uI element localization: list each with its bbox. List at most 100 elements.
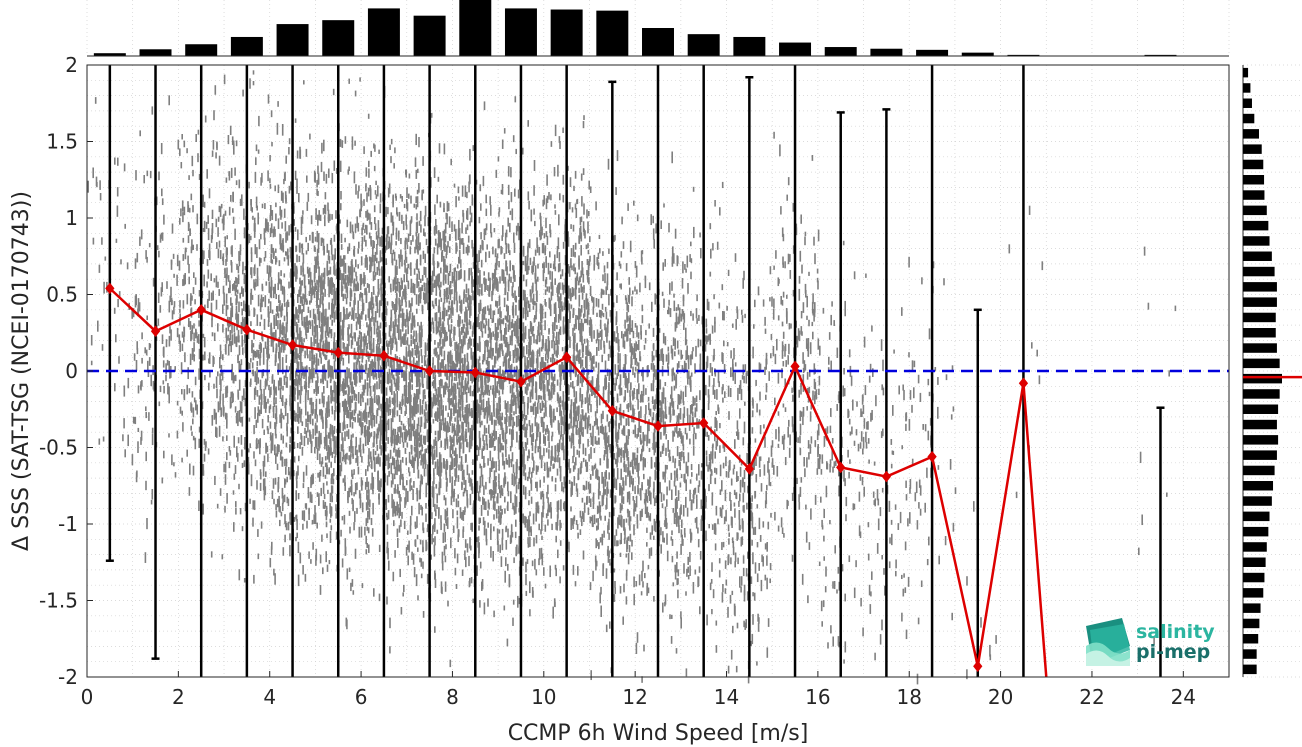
scatter-point [284, 191, 287, 199]
scatter-point [341, 140, 344, 148]
scatter-point [421, 304, 424, 312]
scatter-point [102, 436, 105, 442]
scatter-point [408, 193, 410, 199]
scatter-point [295, 347, 297, 360]
scatter-point [402, 312, 405, 324]
scatter-point [437, 399, 440, 407]
scatter-point [472, 145, 475, 152]
scatter-point [302, 293, 304, 300]
scatter-point [401, 457, 404, 463]
scatter-point [211, 228, 213, 240]
scatter-point [446, 510, 448, 517]
scatter-point [440, 404, 442, 416]
scatter-point [289, 394, 291, 406]
scatter-point [201, 249, 204, 256]
scatter-point [306, 326, 309, 333]
scatter-point [432, 496, 435, 508]
scatter-point [321, 237, 324, 243]
scatter-point [472, 325, 474, 335]
scatter-point [355, 184, 357, 195]
scatter-point [451, 423, 454, 433]
scatter-point [366, 543, 368, 549]
scatter-point [388, 340, 390, 347]
scatter-point [360, 526, 363, 538]
scatter-point [437, 273, 440, 280]
scatter-point [485, 530, 488, 542]
scatter-point [322, 482, 325, 494]
scatter-point [188, 388, 191, 394]
scatter-point [313, 313, 316, 324]
scatter-point [368, 304, 371, 313]
scatter-point [327, 432, 330, 439]
scatter-point [134, 295, 137, 308]
scatter-point [470, 369, 472, 381]
scatter-point [334, 248, 336, 260]
scatter-point [115, 334, 117, 343]
scatter-point [308, 376, 310, 385]
scatter-point [330, 244, 333, 255]
scatter-point [426, 358, 429, 369]
scatter-point [373, 143, 375, 149]
top-hist-bar [916, 49, 949, 56]
scatter-point [241, 462, 244, 469]
scatter-point [265, 402, 267, 409]
scatter-point [407, 382, 410, 394]
scatter-point [443, 203, 445, 212]
scatter-point [443, 545, 446, 556]
scatter-point [432, 304, 435, 309]
scatter-point [364, 410, 366, 420]
scatter-point [278, 444, 280, 452]
scatter-point [250, 267, 252, 275]
scatter-point [390, 440, 393, 447]
scatter-point [492, 496, 495, 508]
scatter-point [373, 317, 375, 326]
scatter-point [274, 573, 276, 585]
scatter-point [239, 508, 242, 515]
scatter-point [162, 360, 165, 368]
scatter-point [240, 322, 243, 328]
scatter-point [432, 380, 435, 389]
scatter-point [307, 192, 310, 202]
scatter-point [290, 363, 292, 375]
scatter-point [389, 335, 392, 340]
scatter-point [289, 444, 291, 452]
scatter-point [437, 230, 440, 236]
scatter-point [240, 302, 243, 307]
scatter-point [274, 477, 277, 485]
scatter-point [289, 246, 292, 253]
scatter-point [242, 269, 244, 275]
scatter-point [365, 412, 368, 422]
scatter-point [479, 414, 481, 424]
scatter-point [284, 534, 286, 543]
scatter-point [353, 376, 356, 386]
scatter-point [324, 368, 326, 377]
scatter-point [407, 490, 409, 502]
scatter-point [302, 268, 305, 277]
scatter-point [448, 216, 451, 228]
scatter-point [307, 320, 309, 333]
scatter-point [259, 342, 262, 351]
scatter-point [216, 141, 218, 149]
scatter-point [389, 400, 391, 408]
scatter-point [322, 567, 324, 575]
scatter-point [347, 409, 350, 419]
scatter-point [417, 381, 419, 387]
scatter-point [222, 436, 224, 442]
scatter-point [365, 185, 367, 192]
scatter-point [344, 275, 347, 281]
scatter-point [359, 291, 362, 298]
scatter-point [438, 509, 440, 519]
scatter-point [398, 450, 401, 458]
scatter-point [458, 358, 460, 364]
scatter-point [361, 348, 363, 354]
scatter-point [405, 405, 407, 415]
right-hist-bar [1243, 266, 1275, 277]
scatter-point [366, 283, 369, 288]
scatter-point [354, 300, 356, 305]
scatter-point [276, 305, 279, 317]
scatter-point [446, 436, 448, 445]
scatter-point [215, 412, 217, 425]
scatter-point [305, 372, 307, 382]
scatter-point [198, 348, 201, 360]
scatter-point [306, 201, 309, 211]
